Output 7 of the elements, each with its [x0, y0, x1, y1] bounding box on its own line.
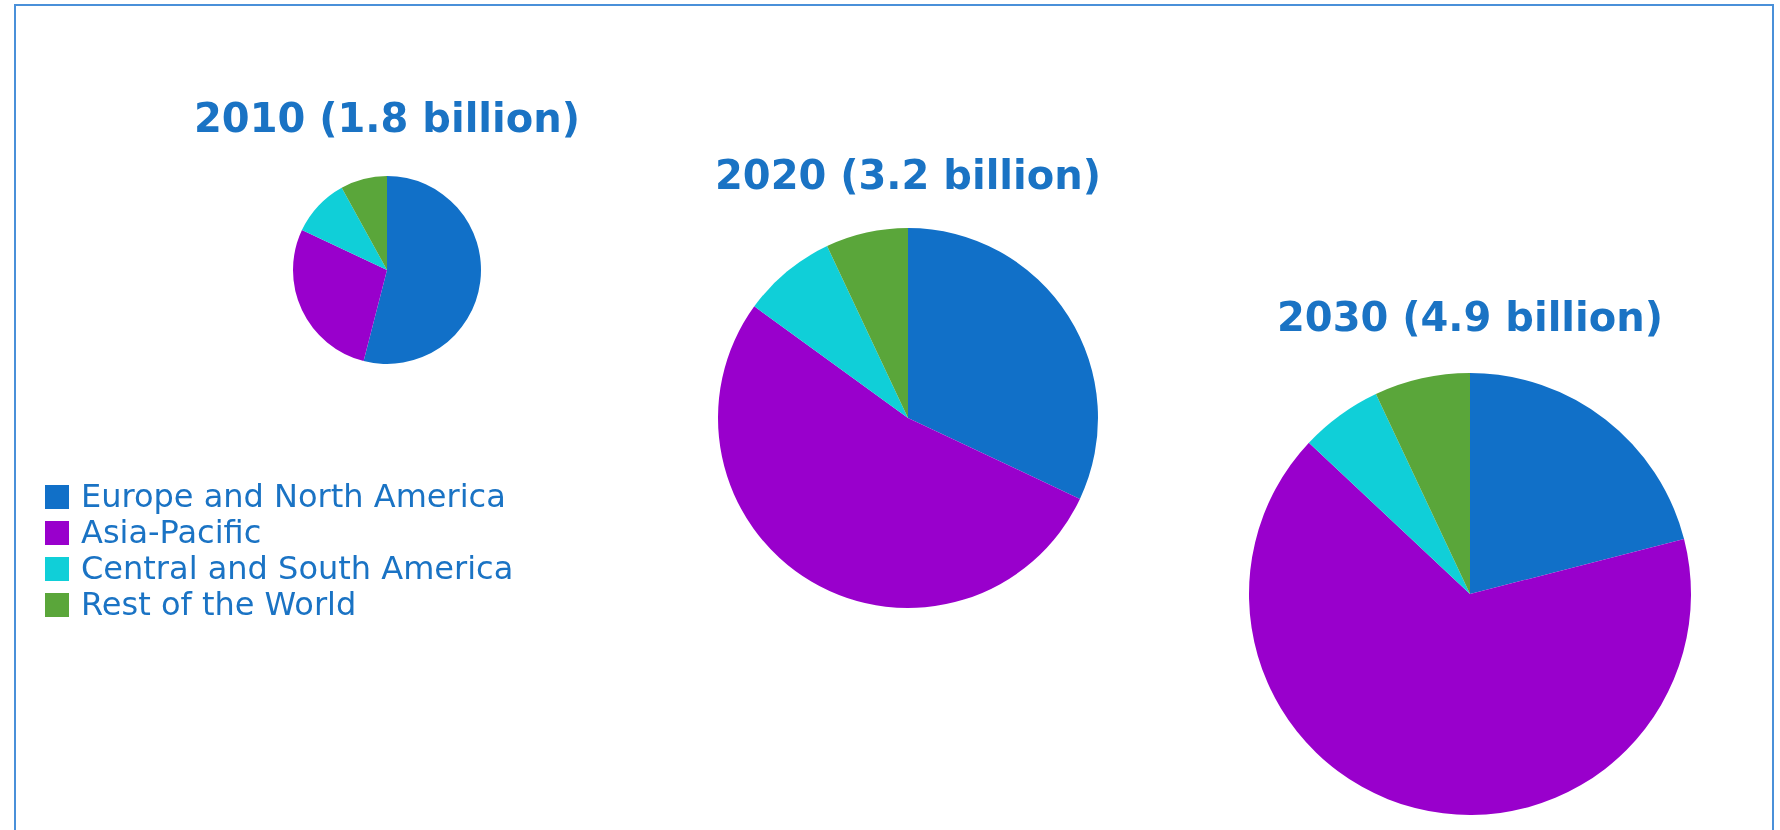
legend-label: Europe and North America: [81, 477, 506, 515]
chart-title: 2020 (3.2 billion): [713, 152, 1102, 198]
chart-title: 2030 (4.9 billion): [1275, 294, 1664, 340]
legend-label: Asia-Pacific: [81, 513, 262, 551]
legend-label: Central and South America: [81, 549, 514, 587]
legend-label: Rest of the World: [81, 585, 357, 623]
chart-title: 2010 (1.8 billion): [192, 95, 581, 141]
